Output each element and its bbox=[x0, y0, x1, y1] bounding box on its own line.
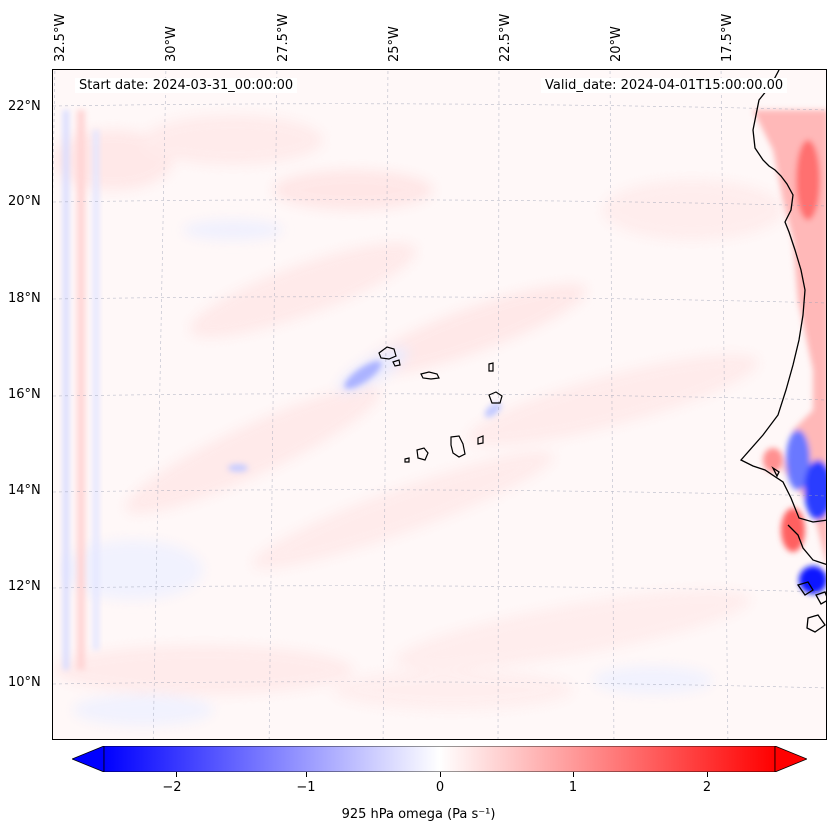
coastline-cape-verde-peninsula bbox=[771, 466, 780, 478]
coastline-island-1 bbox=[796, 581, 814, 596]
lat-label-10n: 10°N bbox=[8, 675, 41, 690]
colorbar-tick-mark bbox=[306, 772, 307, 777]
colorbar-tick-label: −2 bbox=[162, 780, 182, 795]
colorbar-tick-mark bbox=[573, 772, 574, 777]
lat-label-16n: 16°N bbox=[8, 387, 41, 402]
coastline-mainland bbox=[739, 70, 826, 523]
lon-label-20w: 20°W bbox=[609, 26, 624, 62]
coastline-island-2 bbox=[815, 591, 826, 605]
lon-label-27-5w: 27.5°W bbox=[276, 13, 291, 62]
colorbar bbox=[70, 745, 809, 773]
island-outlines bbox=[378, 346, 503, 463]
colorbar-tick-label: 1 bbox=[568, 780, 578, 795]
colorbar-tick-label: −1 bbox=[296, 780, 316, 795]
island-sao-nicolau bbox=[420, 371, 440, 380]
colorbar-tick-label: 0 bbox=[435, 780, 445, 795]
valid-date-label: Valid_date: 2024-04-01T15:00:00.00 bbox=[541, 78, 788, 93]
lat-label-14n: 14°N bbox=[8, 483, 41, 498]
island-brava bbox=[404, 457, 410, 463]
colorbar-title: 925 hPa omega (Pa s⁻¹) bbox=[341, 807, 496, 822]
lat-label-12n: 12°N bbox=[8, 579, 41, 594]
western-edge-bands bbox=[63, 110, 99, 670]
colorbar-graphic bbox=[70, 745, 809, 773]
island-santiago bbox=[450, 435, 466, 458]
colorbar-tick-mark bbox=[440, 772, 441, 777]
graticule bbox=[53, 70, 826, 739]
map-frame bbox=[52, 69, 827, 740]
lon-label-30w: 30°W bbox=[164, 26, 179, 62]
island-maio bbox=[477, 435, 484, 445]
colorbar-tick-mark bbox=[176, 772, 177, 777]
lat-label-22n: 22°N bbox=[8, 99, 41, 114]
lat-label-18n: 18°N bbox=[8, 291, 41, 306]
lat-label-20n: 20°N bbox=[8, 194, 41, 209]
coastline-island-3 bbox=[806, 614, 826, 633]
start-date-label: Start date: 2024-03-31_00:00:00 bbox=[75, 78, 298, 93]
island-fogo bbox=[416, 447, 429, 461]
omega-field-map bbox=[53, 70, 826, 739]
coastline-guinea-bissau bbox=[787, 524, 826, 566]
coastline bbox=[739, 70, 826, 633]
lon-label-25w: 25°W bbox=[387, 26, 402, 62]
colorbar-extend-min bbox=[70, 745, 105, 773]
island-sao-vicente bbox=[392, 359, 401, 367]
colorbar-gradient bbox=[103, 745, 776, 773]
island-boa-vista bbox=[488, 391, 503, 404]
colorbar-tick-label: 2 bbox=[702, 780, 712, 795]
island-wake-streak bbox=[228, 361, 502, 472]
colorbar-tick-mark bbox=[707, 772, 708, 777]
colorbar-extend-max bbox=[774, 745, 809, 773]
field-texture bbox=[53, 115, 783, 726]
lon-label-17-5w: 17.5°W bbox=[720, 13, 735, 62]
lon-label-32-5w: 32.5°W bbox=[53, 13, 68, 62]
island-santo-antao bbox=[378, 346, 397, 360]
lon-label-22-5w: 22.5°W bbox=[498, 13, 513, 62]
island-sal bbox=[488, 362, 494, 372]
